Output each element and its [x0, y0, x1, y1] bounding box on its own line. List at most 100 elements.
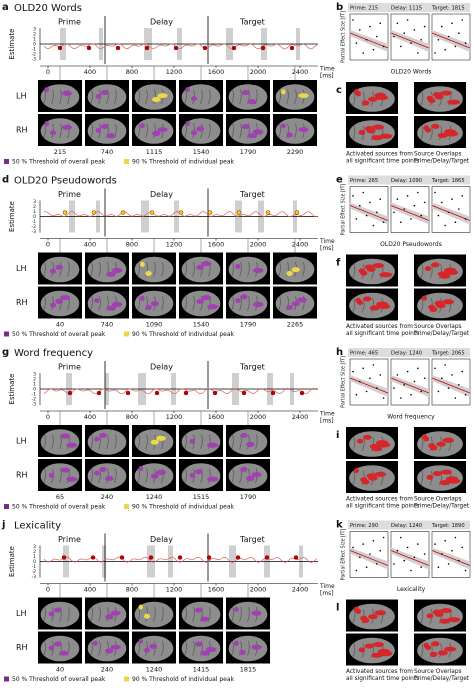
- effect-header-label: Target: 1890: [431, 523, 465, 529]
- x-tick-label: 800: [126, 68, 138, 76]
- y-tick-label: 2: [33, 204, 36, 210]
- data-point: [434, 52, 436, 54]
- sulcus: [90, 606, 93, 622]
- confidence-band: [350, 30, 388, 52]
- data-point: [379, 549, 382, 552]
- activation: [447, 478, 461, 484]
- brain: [228, 290, 268, 317]
- brain: [87, 635, 127, 662]
- activation: [99, 466, 107, 472]
- data-point: [423, 553, 426, 555]
- data-point: [376, 387, 378, 389]
- data-point: [352, 370, 354, 373]
- data-point: [355, 42, 358, 44]
- activation: [138, 466, 143, 472]
- sulcus: [153, 89, 156, 105]
- legend-swatch: [4, 331, 9, 337]
- sulcus: [51, 434, 54, 450]
- source-caption: Activated sources from: [346, 497, 413, 503]
- peak-marker: [90, 555, 96, 560]
- legend-swatch: [4, 504, 9, 509]
- source-caption: Prime/Delay/Target: [414, 159, 470, 165]
- effect-plot: [431, 13, 471, 61]
- confidence-band: [350, 202, 388, 225]
- activation: [66, 442, 78, 448]
- brain: [275, 84, 315, 110]
- activation: [95, 93, 102, 99]
- sulcus: [420, 642, 424, 658]
- activation: [440, 469, 452, 475]
- effect-header-label: Delay: 1240: [391, 523, 422, 529]
- sulcus: [352, 436, 356, 452]
- activation: [356, 438, 364, 444]
- data-point: [447, 35, 450, 38]
- activation: [49, 130, 57, 136]
- activation: [143, 613, 151, 619]
- x-tick-label: 1600: [208, 68, 225, 76]
- sulcus: [145, 261, 148, 277]
- sulcus: [192, 261, 195, 277]
- effect-plot: [390, 531, 430, 578]
- sulcus: [420, 125, 424, 141]
- activation: [157, 93, 168, 99]
- activation: [246, 475, 255, 481]
- data-point: [406, 19, 409, 21]
- brain: [181, 635, 221, 662]
- brain: [87, 463, 127, 489]
- sulcus: [200, 434, 203, 450]
- activation: [247, 99, 257, 105]
- sulcus: [278, 295, 281, 311]
- panel-letter: a: [2, 2, 9, 13]
- activation: [428, 98, 436, 104]
- data-point: [362, 543, 365, 545]
- activation: [379, 272, 393, 278]
- data-point: [382, 221, 385, 223]
- data-point: [365, 390, 368, 393]
- time-label: 1415: [193, 666, 210, 674]
- x-tick-label: 0: [46, 241, 50, 249]
- data-point: [461, 19, 464, 21]
- activation: [157, 127, 168, 133]
- sulcus: [448, 436, 452, 452]
- data-point: [451, 198, 453, 200]
- source-caption: all significant time points: [346, 331, 419, 337]
- brain: [417, 258, 463, 285]
- sulcus: [67, 89, 70, 105]
- sulcus: [208, 89, 211, 105]
- activation: [156, 469, 166, 475]
- sulcus: [59, 123, 62, 139]
- activation: [101, 124, 109, 130]
- activation: [374, 471, 387, 477]
- axis-label: Partial Effect Size [fT]: [341, 356, 347, 408]
- data-point: [355, 569, 358, 572]
- peak-marker: [120, 210, 126, 215]
- sulcus: [98, 295, 101, 311]
- activation: [434, 611, 444, 617]
- brain: [87, 601, 127, 628]
- peak-marker: [289, 45, 295, 51]
- data-point: [379, 22, 382, 25]
- source-caption: Activated sources from: [346, 152, 413, 158]
- activation: [439, 273, 450, 279]
- data-point: [410, 569, 412, 572]
- estimate-trace: [43, 43, 318, 50]
- activation: [439, 618, 450, 624]
- activation: [371, 652, 382, 658]
- data-point: [417, 367, 419, 370]
- fit-line: [431, 32, 471, 49]
- sulcus: [247, 640, 250, 656]
- source-caption: Source Overlaps: [414, 152, 462, 158]
- sulcus: [352, 263, 356, 279]
- brain: [349, 431, 395, 457]
- legend-label: 90 % Threshold of individual peak: [132, 159, 235, 166]
- data-point: [461, 195, 464, 197]
- y-tick-label: -1: [32, 564, 37, 570]
- activation: [207, 442, 219, 448]
- data-point: [382, 397, 385, 399]
- sulcus: [98, 640, 101, 656]
- brain: [40, 635, 80, 662]
- data-point: [372, 224, 375, 227]
- peak-marker: [144, 45, 150, 51]
- data-point: [403, 208, 406, 210]
- legend-swatch: [124, 676, 129, 682]
